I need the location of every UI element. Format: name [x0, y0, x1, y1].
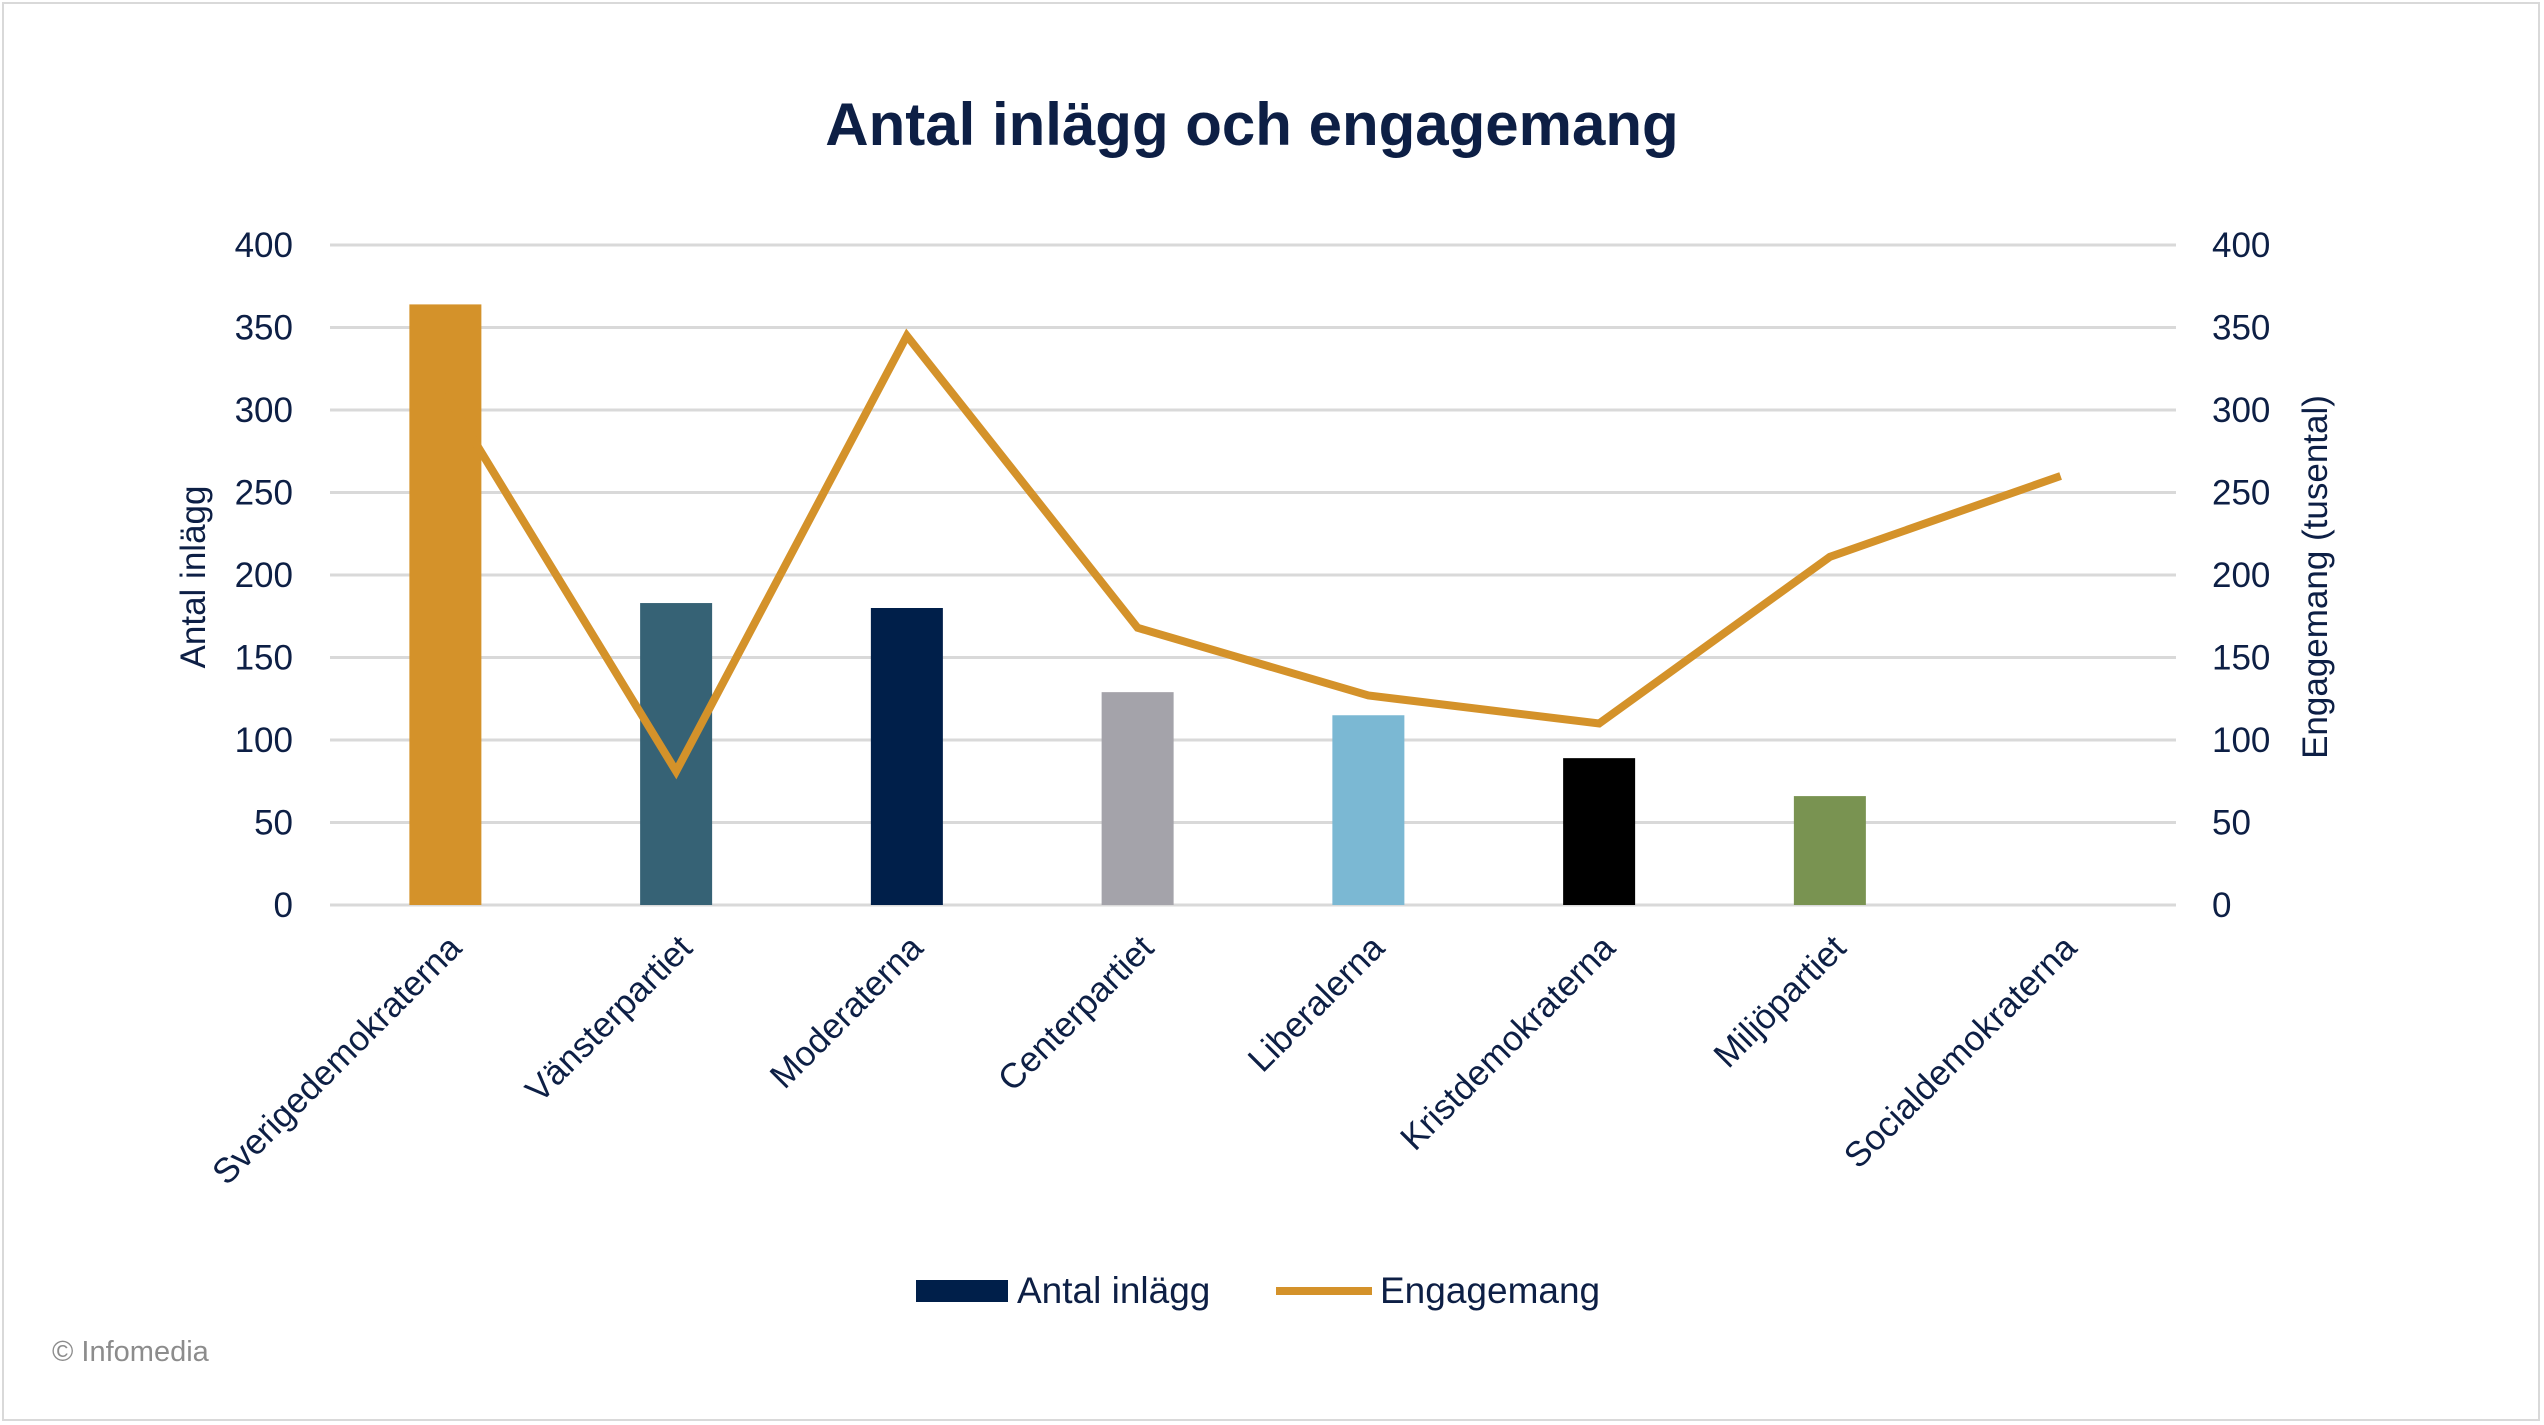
- x-tick-label: Liberalerna: [1241, 928, 1393, 1080]
- x-tick-label: Moderaterna: [763, 928, 931, 1096]
- legend: Antal inlägg Engagemang: [916, 1270, 1600, 1311]
- x-tick-label: Vänsterpartiet: [518, 928, 700, 1110]
- y-tick-label: 350: [235, 309, 293, 348]
- y2-tick-label: 250: [2212, 474, 2270, 513]
- gridlines: [330, 243, 2176, 907]
- y2-tick-label: 200: [2212, 556, 2270, 595]
- y-tick-label: 150: [235, 639, 293, 678]
- y2-tick-label: 150: [2212, 639, 2270, 678]
- y2-tick-label: 350: [2212, 309, 2270, 348]
- x-tick-label: Socialdemokraterna: [1837, 928, 2085, 1176]
- y2-axis-ticks: 0 50 100 150 200 250 300 350 400: [2212, 226, 2270, 925]
- x-tick-label: Kristdemokraterna: [1393, 928, 1623, 1158]
- y-axis-ticks: 0 50 100 150 200 250 300 350 400: [235, 226, 293, 925]
- legend-label-line: Engagemang: [1380, 1270, 1600, 1311]
- y-tick-label: 250: [235, 474, 293, 513]
- bar-series: [409, 304, 1866, 905]
- y-tick-label: 50: [254, 804, 293, 843]
- engagement-line: [441, 328, 2062, 780]
- y-axis-label: Antal inlägg: [174, 486, 213, 669]
- y2-tick-label: 100: [2212, 721, 2270, 760]
- line-series: [441, 328, 2062, 780]
- x-axis-ticks: Sverigedemokraterna Vänsterpartiet Moderat…: [205, 928, 2085, 1193]
- x-tick-label: Miljöpartiet: [1706, 928, 1853, 1075]
- bar: [1563, 758, 1636, 905]
- x-tick-label: Sverigedemokraterna: [205, 928, 470, 1193]
- bar: [1793, 796, 1866, 905]
- y2-tick-label: 50: [2212, 804, 2251, 843]
- y2-tick-label: 300: [2212, 391, 2270, 430]
- bar: [409, 304, 482, 905]
- bar: [640, 603, 713, 905]
- chart-title: Antal inlägg och engagemang: [825, 91, 1678, 158]
- y-tick-label: 0: [274, 886, 293, 925]
- y-tick-label: 100: [235, 721, 293, 760]
- bar: [1332, 715, 1405, 905]
- x-tick-label: Centerpartiet: [991, 928, 1162, 1099]
- y2-tick-label: 0: [2212, 886, 2231, 925]
- y-tick-label: 400: [235, 226, 293, 265]
- legend-label-bar: Antal inlägg: [1017, 1270, 1210, 1311]
- legend-swatch-bar: [916, 1280, 1008, 1302]
- copyright-text: © Infomedia: [52, 1336, 209, 1368]
- bar: [870, 608, 943, 905]
- bar: [1101, 692, 1174, 905]
- y-tick-label: 300: [235, 391, 293, 430]
- y-tick-label: 200: [235, 556, 293, 595]
- y2-tick-label: 400: [2212, 226, 2270, 265]
- y2-axis-label: Engagemang (tusental): [2296, 395, 2335, 759]
